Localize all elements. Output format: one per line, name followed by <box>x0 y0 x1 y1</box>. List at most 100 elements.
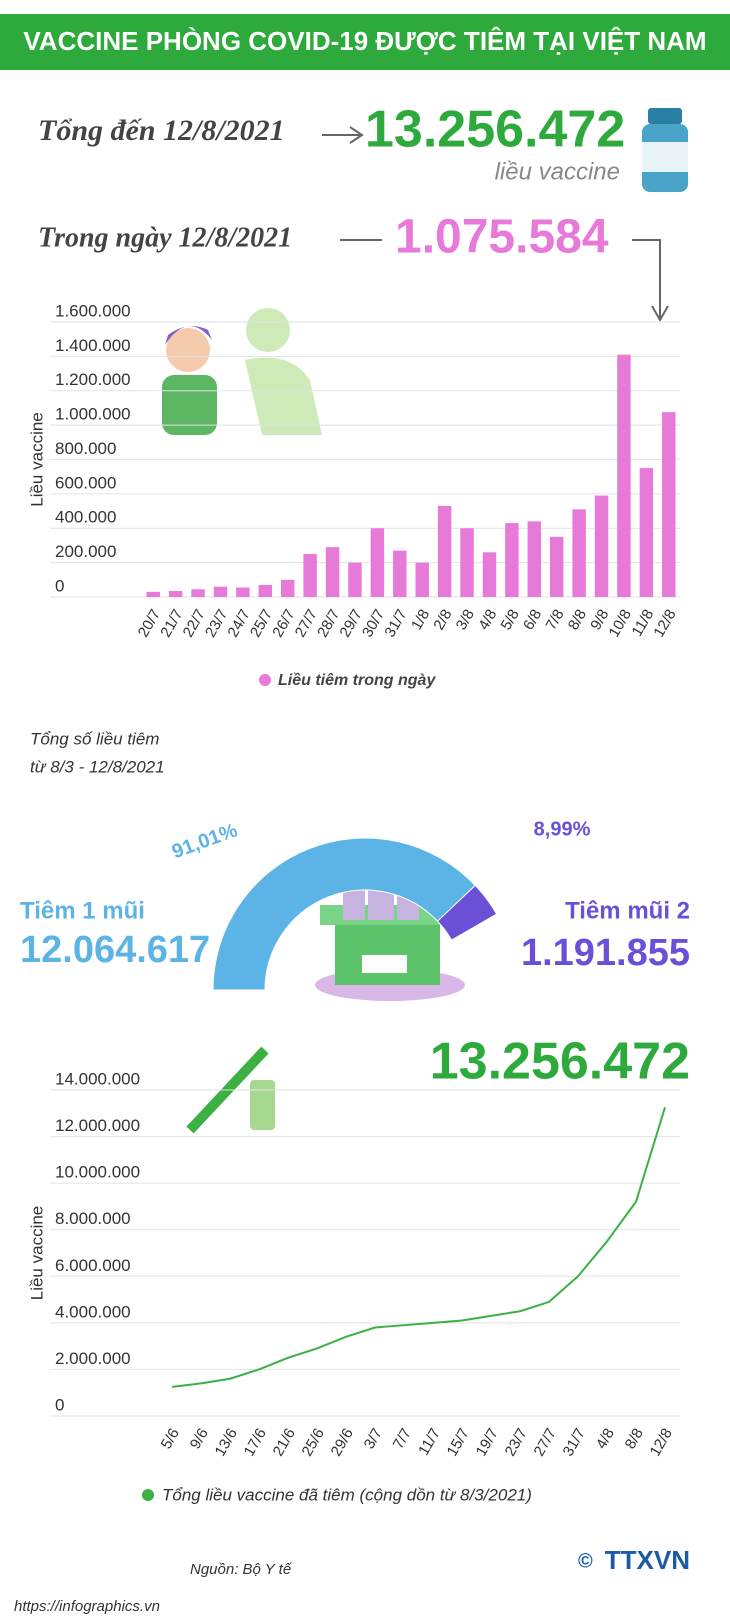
x-tick-label: 6/8 <box>520 606 545 633</box>
y-tick-label: 600.000 <box>55 473 116 492</box>
y-tick-label: 10.000.000 <box>55 1163 140 1182</box>
bar <box>146 591 160 597</box>
bar <box>415 562 429 597</box>
x-tick-label: 25/6 <box>299 1425 328 1459</box>
x-tick-label: 23/7 <box>202 606 231 640</box>
bar <box>303 554 317 597</box>
x-tick-label: 4/8 <box>593 1425 618 1452</box>
y-tick-label: 4.000.000 <box>55 1302 131 1321</box>
value-label: 8,99% <box>534 818 591 840</box>
vaccination-illustration <box>162 308 322 435</box>
y-tick-label: 6.000.000 <box>55 1256 131 1275</box>
total: 13.256.472 <box>365 101 625 159</box>
y-tick-label: 0 <box>55 576 64 595</box>
count: 12.064.617 <box>20 929 210 971</box>
y-tick-label: 1.000.000 <box>55 405 131 424</box>
category-label: Tiêm mũi 2 <box>565 897 690 924</box>
x-tick-label: 3/8 <box>453 606 478 633</box>
x-tick-label: 3/7 <box>361 1425 386 1452</box>
vial-icon <box>642 108 688 192</box>
bar <box>639 468 654 597</box>
category-label: Tiêm 1 mũi <box>20 897 145 924</box>
bar <box>393 550 407 597</box>
x-tick-label: 12/8 <box>650 606 679 640</box>
x-tick-label: 23/7 <box>502 1425 531 1459</box>
x-tick-label: 27/7 <box>531 1425 560 1459</box>
bar <box>572 509 586 597</box>
x-tick-label: 8/8 <box>622 1425 647 1452</box>
source: Nguồn: Bộ Y tế <box>190 1561 293 1578</box>
legend-label: Liều tiêm trong ngày <box>278 672 436 689</box>
gauge-title: Tổng số liều tiêm <box>30 729 159 748</box>
gauge-subtitle: từ 8/3 - 12/8/2021 <box>30 757 165 776</box>
bar <box>191 589 205 597</box>
line <box>171 1107 666 1388</box>
y-tick-label: 12.000.000 <box>55 1116 140 1135</box>
x-tick-label: 11/7 <box>415 1425 444 1458</box>
bar <box>280 579 295 597</box>
y-tick-label: 400.000 <box>55 508 116 527</box>
title: VACCINE PHÒNG COVID-19 ĐƯỢC TIÊM TẠI VIỆ… <box>23 26 706 56</box>
bar <box>505 523 519 597</box>
x-tick-label: 30/7 <box>359 606 388 640</box>
day-label: Trong ngày 12/8/2021 <box>38 222 292 253</box>
arrow <box>322 126 364 144</box>
bar <box>213 586 228 597</box>
legend-label: Tổng liều vaccine đã tiêm (cộng dồn từ 8… <box>162 1485 532 1504</box>
bar <box>258 584 273 597</box>
x-tick-label: 17/6 <box>241 1425 270 1459</box>
y-axis-label: Liều vaccine <box>27 412 46 507</box>
y-tick-label: 0 <box>55 1395 64 1414</box>
day-total: 1.075.584 <box>395 211 609 264</box>
x-tick-label: 21/6 <box>270 1425 299 1459</box>
legend-marker <box>259 674 271 686</box>
line-annotation: 13.256.472 <box>430 1033 690 1091</box>
x-tick-label: 5/8 <box>498 606 523 633</box>
value-label: 91,01% <box>169 819 240 863</box>
bar <box>527 521 542 597</box>
bar <box>482 552 497 597</box>
x-tick-label: 31/7 <box>381 606 410 640</box>
x-tick-label: 26/7 <box>269 606 298 640</box>
gauge-segment <box>212 837 476 991</box>
x-tick-label: 20/7 <box>135 606 164 640</box>
y-tick-label: 2.000.000 <box>55 1349 131 1368</box>
y-tick-label: 14.000.000 <box>55 1069 140 1088</box>
x-tick-label: 1/8 <box>408 606 433 633</box>
bar <box>437 505 452 597</box>
x-tick-label: 2/8 <box>430 606 455 633</box>
bar <box>168 590 183 597</box>
x-tick-label: 19/7 <box>473 1425 502 1459</box>
count: 1.191.855 <box>521 932 690 974</box>
x-tick-label: 25/7 <box>247 606 276 640</box>
total-unit: liều vaccine <box>495 158 620 185</box>
x-tick-label: 13/6 <box>212 1425 241 1459</box>
bar <box>549 536 564 597</box>
x-tick-label: 9/6 <box>187 1425 212 1452</box>
bar <box>348 562 362 597</box>
bar <box>617 354 631 597</box>
x-tick-label: 15/7 <box>444 1425 473 1459</box>
title-bar <box>0 14 730 70</box>
x-tick-label: 8/8 <box>565 606 590 633</box>
x-tick-label: 12/8 <box>647 1425 676 1459</box>
x-tick-label: 28/7 <box>314 606 343 640</box>
x-tick-label: 4/8 <box>475 606 500 633</box>
bar <box>325 547 340 597</box>
arrow <box>340 239 669 323</box>
x-tick-label: 29/7 <box>337 606 366 640</box>
bar <box>236 587 250 597</box>
url: https://infographics.vn <box>14 1598 160 1615</box>
x-tick-label: 5/6 <box>158 1425 183 1452</box>
x-tick-label: 29/6 <box>328 1425 357 1459</box>
x-tick-label: 7/7 <box>390 1425 415 1452</box>
total-label: Tổng đến 12/8/2021 <box>38 114 285 147</box>
agency: TTXVN <box>605 1545 690 1575</box>
gauge-segment <box>436 884 498 941</box>
y-tick-label: 200.000 <box>55 542 116 561</box>
bar <box>594 495 609 597</box>
legend-marker <box>142 1489 154 1501</box>
x-tick-label: 27/7 <box>292 606 321 640</box>
bar <box>460 528 474 597</box>
